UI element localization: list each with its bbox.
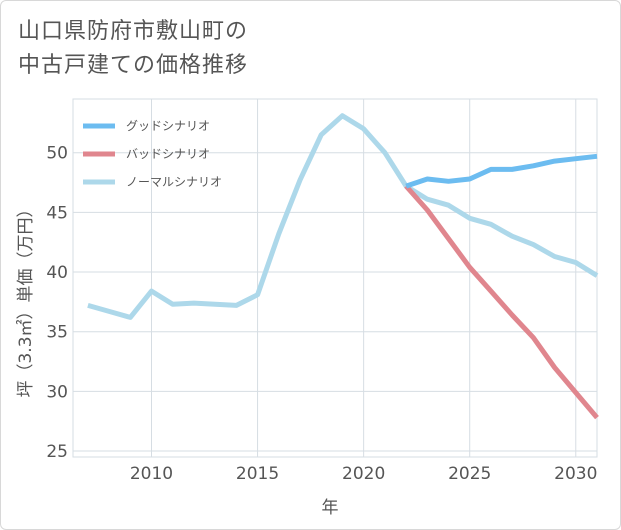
x-tick-label: 2020 bbox=[342, 464, 385, 484]
x-tick-label: 2030 bbox=[554, 464, 597, 484]
y-tick-label: 30 bbox=[46, 382, 68, 402]
y-tick-label: 40 bbox=[46, 263, 68, 283]
series-lines bbox=[87, 113, 599, 420]
series-line-1 bbox=[405, 153, 598, 189]
y-axis-title: 坪（3.3㎡）単価（万円） bbox=[16, 200, 36, 397]
grid-lines bbox=[72, 98, 598, 458]
y-tick-label: 25 bbox=[46, 442, 68, 462]
series-line-2 bbox=[404, 184, 599, 420]
y-tick-label: 45 bbox=[46, 203, 68, 223]
y-tick-label: 50 bbox=[46, 144, 68, 164]
chart-title: 山口県防府市敷山町の 中古戸建ての価格推移 bbox=[18, 19, 249, 78]
x-tick-label: 2015 bbox=[236, 464, 279, 484]
legend-label: バッドシナリオ bbox=[126, 147, 210, 161]
legend-label: グッドシナリオ bbox=[126, 119, 210, 133]
y-tick-label: 35 bbox=[46, 323, 68, 343]
series-line-3 bbox=[87, 113, 599, 320]
tick-labels: 2010 2015 2020 2025 2030 25 30 35 40 45 50 bbox=[46, 144, 597, 484]
plot-frame bbox=[72, 98, 598, 458]
legend-label: ノーマルシナリオ bbox=[126, 175, 222, 189]
x-tick-label: 2025 bbox=[448, 464, 491, 484]
x-tick-label: 2010 bbox=[130, 464, 173, 484]
x-axis-title: 年 bbox=[322, 498, 339, 518]
